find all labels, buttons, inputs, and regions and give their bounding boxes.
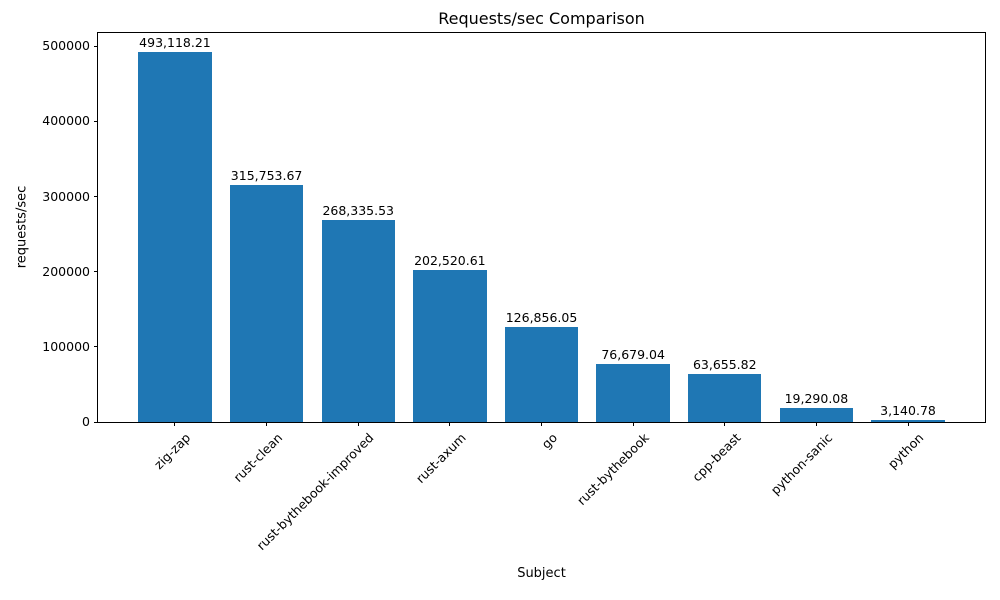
- y-tick-mark: [94, 196, 98, 198]
- y-tick-mark: [94, 346, 98, 348]
- y-tick-mark: [94, 120, 98, 122]
- bar-value-label: 63,655.82: [692, 357, 757, 373]
- x-tick-mark: [449, 422, 451, 426]
- bar-value-label: 493,118.21: [139, 34, 211, 50]
- x-tick-label: cpp-beast: [688, 430, 744, 485]
- bar-cpp-beast: [688, 374, 762, 422]
- y-tick-mark: [94, 421, 98, 423]
- x-tick-mark: [907, 422, 909, 426]
- x-tick-mark: [724, 422, 726, 426]
- x-tick-label: python: [885, 430, 927, 472]
- y-tick-label: 300000: [42, 188, 90, 204]
- y-tick-label: 400000: [42, 113, 90, 129]
- x-tick-mark: [174, 422, 176, 426]
- bar-value-label: 315,753.67: [230, 167, 303, 183]
- bar-value-label: 126,856.05: [505, 309, 578, 325]
- y-tick-label: 0: [82, 414, 90, 429]
- bar-value-label: 202,520.61: [414, 252, 486, 268]
- bar-python-sanic: [779, 407, 854, 422]
- bar-value-label: 3,140.78: [880, 402, 936, 418]
- x-tick-label: rust-axum: [412, 430, 469, 486]
- x-tick-label: zig-zap: [151, 430, 194, 473]
- chart-title: Requests/sec Comparison: [438, 9, 645, 28]
- bar-value-label: 76,679.04: [601, 347, 665, 363]
- bar-rust-bythebook: [596, 364, 670, 422]
- bar-zig-zap: [138, 51, 212, 422]
- y-tick-label: 200000: [42, 263, 90, 279]
- x-axis-label: Subject: [517, 566, 566, 581]
- y-tick-mark: [94, 271, 98, 273]
- x-tick-mark: [357, 422, 359, 426]
- x-tick-label: python-sanic: [767, 430, 836, 498]
- x-tick-label: rust-clean: [230, 430, 286, 485]
- bar-go: [504, 326, 579, 422]
- y-tick-label: 500000: [42, 38, 90, 54]
- bar-rust-bythebook-improved: [321, 220, 395, 422]
- x-tick-mark: [815, 422, 817, 426]
- y-tick-label: 100000: [42, 338, 90, 354]
- bar-rust-clean: [229, 184, 304, 422]
- x-tick-label: go: [538, 430, 561, 452]
- bar-value-label: 268,335.53: [322, 203, 395, 219]
- bar-value-label: 19,290.08: [784, 390, 849, 406]
- x-tick-mark: [541, 422, 542, 426]
- y-tick-mark: [94, 45, 98, 47]
- x-tick-mark: [632, 422, 634, 426]
- bar-rust-axum: [413, 269, 487, 422]
- bar-python: [871, 419, 945, 422]
- x-tick-mark: [266, 422, 268, 426]
- x-tick-label: rust-bythebook: [573, 430, 652, 509]
